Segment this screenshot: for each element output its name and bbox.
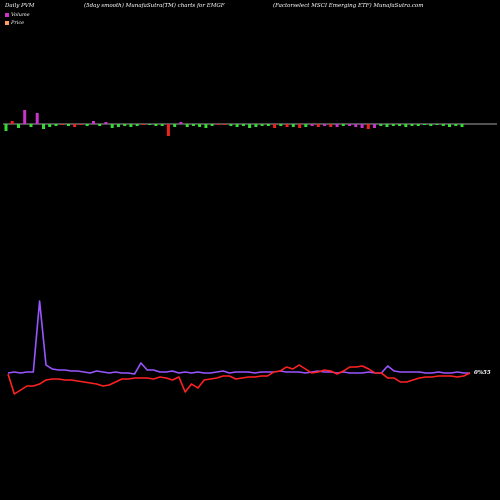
pvm-bar [323,124,327,126]
pvm-bar [229,124,233,126]
pvm-bar [260,124,264,126]
pvm-bar [404,124,408,127]
pvm-bar [67,124,70,126]
pvm-bar [398,124,401,126]
pvm-bar [35,113,39,124]
pvm-bar [416,124,420,126]
pvm-bar [460,124,464,127]
pvm-bar [223,124,227,125]
pvm-bar [254,124,258,127]
pvm-bar [429,124,433,126]
pvm-bar [92,121,95,124]
pvm-bar [448,124,451,127]
pvm-bar [248,124,252,128]
pvm-bar [310,124,314,126]
pvm-bar [329,124,333,127]
pvm-bar [148,124,152,125]
pvm-bar [29,124,33,127]
pvm-bar [279,124,283,126]
pvm-bar [166,124,170,136]
pvm-bar [48,124,52,127]
pvm-bar [454,124,458,126]
legend-price-swatch-icon [5,20,9,25]
pvm-bar [210,124,214,126]
pvm-bar [441,124,445,126]
chart-header-right: (Factorselect MSCI Emerging ETF) MunafaS… [273,3,424,9]
legend-price: Price [5,20,24,26]
price-line [7,364,471,395]
pvm-bar [110,124,114,128]
volume-line [7,300,470,375]
pvm-bar [423,124,426,125]
pvm-bar [79,124,83,125]
legend-volume-label: Volume [11,12,30,18]
chart-header-center: (5day smooth) MunafaSutra(TM) charts for… [84,3,225,9]
pvm-bar [104,122,108,124]
pvm-bar [373,124,376,128]
pvm-bar [173,124,177,127]
pvm-bar [285,124,289,127]
pvm-bars [4,110,464,136]
pvm-bar [98,124,102,126]
pvm-bar [298,124,302,128]
pvm-bar [410,124,414,126]
pvm-bar [135,124,139,126]
pvm-bar [379,124,383,126]
pvm-bar [354,124,358,127]
pvm-bar [85,124,89,126]
pvm-bar [10,121,14,124]
pvm-bar [385,124,389,127]
pvm-bar [391,124,395,126]
legend-price-label: Price [11,20,25,26]
pvm-bar [179,122,183,124]
chart-header-left: Daily PVM [5,3,35,9]
pvm-bar [204,124,208,128]
pvm-bar [141,124,145,125]
pvm-bar [154,124,158,126]
pvm-bar [341,124,345,126]
pvm-bar [198,124,202,127]
pvm-bar [160,124,164,126]
pvm-bar [348,124,352,126]
pvm-bar [17,124,20,128]
pvm-bar [129,124,133,127]
pvm-bar [60,124,64,125]
pvm-bar [73,124,77,127]
pvm-bar [191,124,195,126]
legend-volume: Volume [5,12,30,18]
legend-volume-swatch-icon [5,12,9,17]
pvm-bar [273,124,277,128]
pvm-bar [42,124,45,129]
price-end-label: 0%55 [474,370,491,376]
pvm-bar [366,124,370,129]
pvm-bar [235,124,239,127]
pvm-bar [291,124,295,127]
pvm-bar [185,124,189,127]
price-volume-lines [7,300,471,395]
pvm-bar [4,124,8,131]
pvm-bar [304,124,308,127]
pvm-bar [116,124,120,127]
pvm-bar [54,124,58,126]
pvm-bar [435,124,439,125]
pvm-bar [266,124,270,126]
pvm-bar [335,124,339,127]
pvm-bar [23,110,27,124]
pvm-bar [241,124,245,126]
pvm-bar [216,124,220,125]
pvm-bar [123,124,127,126]
pvm-bar [316,124,320,127]
pvm-bar [360,124,364,128]
